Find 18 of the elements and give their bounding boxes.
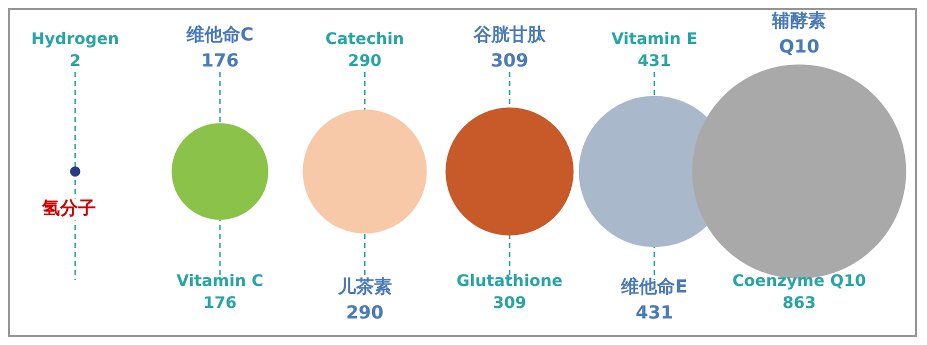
text: 辅酵素 Q10 [771,10,826,58]
text: 儿茶素 290 [336,276,392,324]
text: 氢分子 [41,198,96,220]
data-label: 176 [203,293,237,312]
category-label: Glutathione [456,271,563,290]
category-label: Vitamin E [611,29,698,48]
text: 维他命E 431 [620,276,688,324]
category-label: Coenzyme Q10 [732,271,866,290]
data-label: 863 [782,293,816,312]
category-label: Hydrogen [31,29,120,48]
category-label: Catechin [325,29,404,48]
text: 谷胱甘肽 309 [472,24,547,72]
data-label: 2 [70,51,81,70]
data-label: 431 [638,51,672,70]
data-label: 309 [492,293,526,312]
data-label: 290 [348,51,382,70]
category-label: Vitamin C [176,271,264,290]
text: 维他命C 176 [185,24,254,72]
